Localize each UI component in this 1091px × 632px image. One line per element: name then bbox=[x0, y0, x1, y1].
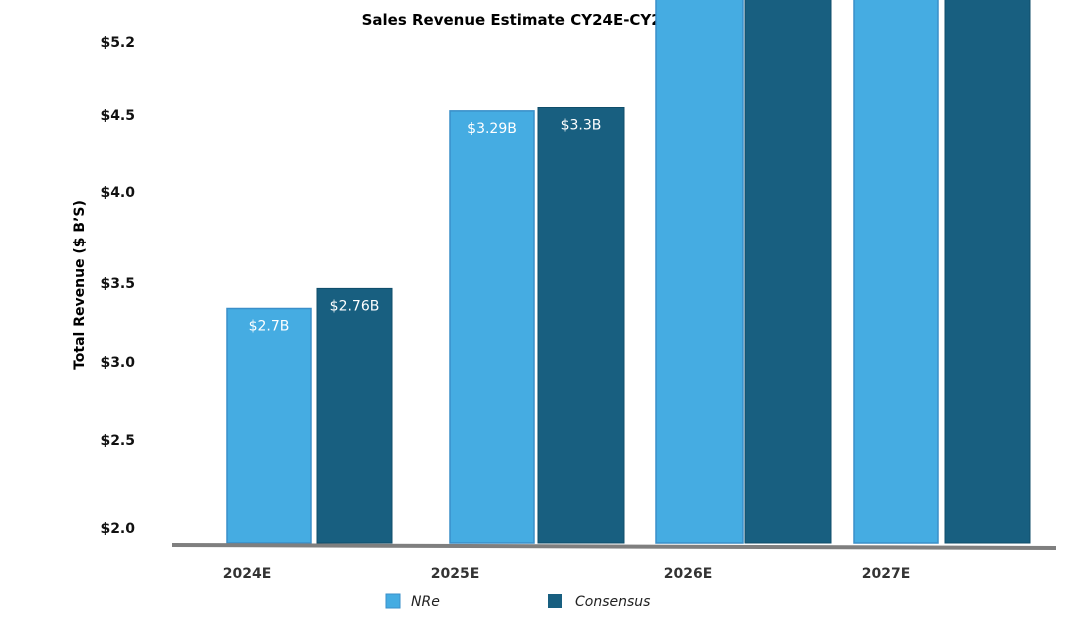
bar-consensus-2026E bbox=[744, 0, 832, 544]
bar-consensus-2025E bbox=[537, 107, 625, 544]
y-tick-label: $3.0 bbox=[100, 355, 135, 371]
y-tick-label: $4.5 bbox=[100, 108, 135, 124]
legend-label-nre: NRe bbox=[411, 594, 440, 610]
bar-nre-2025E bbox=[449, 110, 535, 544]
data-label-consensus-2025E: $3.3B bbox=[561, 118, 602, 134]
bar-nre-2024E bbox=[226, 307, 312, 544]
y-axis-ticks: $2.0 $2.5 $3.0 $3.5 $4.0 $4.5 $5.2 bbox=[100, 35, 135, 537]
x-tick-label-2027E: 2027E bbox=[862, 566, 911, 582]
data-label-nre-2024E: $2.7B bbox=[249, 319, 290, 335]
y-tick-label: $2.0 bbox=[100, 521, 135, 537]
data-label-nre-2025E: $3.29B bbox=[467, 121, 517, 137]
bar-consensus-2024E bbox=[316, 287, 393, 544]
legend-label-consensus: Consensus bbox=[575, 594, 650, 610]
x-tick-label-2026E: 2026E bbox=[664, 566, 713, 582]
bar-consensus-2027E bbox=[944, 0, 1031, 544]
bar-group bbox=[226, 0, 1031, 544]
legend-swatch-consensus bbox=[548, 594, 562, 608]
legend-swatch-nre bbox=[385, 593, 401, 609]
data-label-consensus-2024E: $2.76B bbox=[330, 298, 380, 314]
x-axis-ticks: 2024E 2025E 2026E 2027E bbox=[223, 566, 911, 582]
x-tick-label-2025E: 2025E bbox=[431, 566, 480, 582]
x-tick-label-2024E: 2024E bbox=[223, 566, 272, 582]
bar-nre-2027E bbox=[853, 0, 939, 544]
x-axis-baseline bbox=[171, 543, 1057, 550]
y-axis-label: Total Revenue ($ B’S) bbox=[72, 200, 88, 370]
y-tick-label: $4.0 bbox=[100, 185, 135, 201]
y-tick-label: $5.2 bbox=[100, 35, 135, 51]
y-tick-label: $2.5 bbox=[100, 433, 135, 449]
y-tick-label: $3.5 bbox=[100, 276, 135, 292]
data-labels: $2.7B$2.76B$3.29B$3.3B$4.05B$4.1B$4.7B$5… bbox=[249, 118, 602, 335]
chart-title: Sales Revenue Estimate CY24E-CY27E bbox=[362, 11, 683, 29]
bar-nre-2026E bbox=[655, 0, 744, 544]
legend: NRe Consensus bbox=[385, 593, 650, 610]
